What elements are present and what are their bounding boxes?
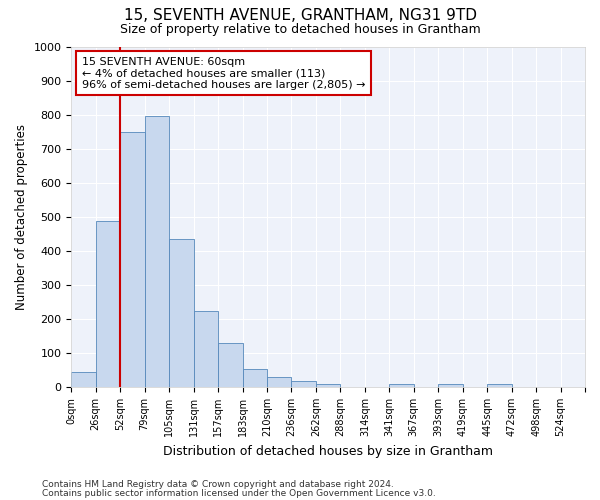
Bar — [218, 344, 242, 387]
Text: Contains HM Land Registry data © Crown copyright and database right 2024.: Contains HM Land Registry data © Crown c… — [42, 480, 394, 489]
Bar — [194, 312, 218, 387]
X-axis label: Distribution of detached houses by size in Grantham: Distribution of detached houses by size … — [163, 444, 493, 458]
Text: Contains public sector information licensed under the Open Government Licence v3: Contains public sector information licen… — [42, 488, 436, 498]
Bar — [389, 384, 414, 387]
Bar — [120, 132, 145, 387]
Bar — [267, 377, 292, 387]
Bar — [316, 384, 340, 387]
Text: 15 SEVENTH AVENUE: 60sqm
← 4% of detached houses are smaller (113)
96% of semi-d: 15 SEVENTH AVENUE: 60sqm ← 4% of detache… — [82, 56, 365, 90]
Bar — [96, 221, 120, 387]
Bar — [292, 381, 316, 387]
Bar — [242, 370, 267, 387]
Bar — [487, 384, 512, 387]
Text: 15, SEVENTH AVENUE, GRANTHAM, NG31 9TD: 15, SEVENTH AVENUE, GRANTHAM, NG31 9TD — [124, 8, 476, 22]
Text: Size of property relative to detached houses in Grantham: Size of property relative to detached ho… — [119, 22, 481, 36]
Bar — [438, 384, 463, 387]
Bar — [71, 372, 96, 387]
Y-axis label: Number of detached properties: Number of detached properties — [15, 124, 28, 310]
Bar — [145, 116, 169, 387]
Bar — [169, 239, 194, 387]
